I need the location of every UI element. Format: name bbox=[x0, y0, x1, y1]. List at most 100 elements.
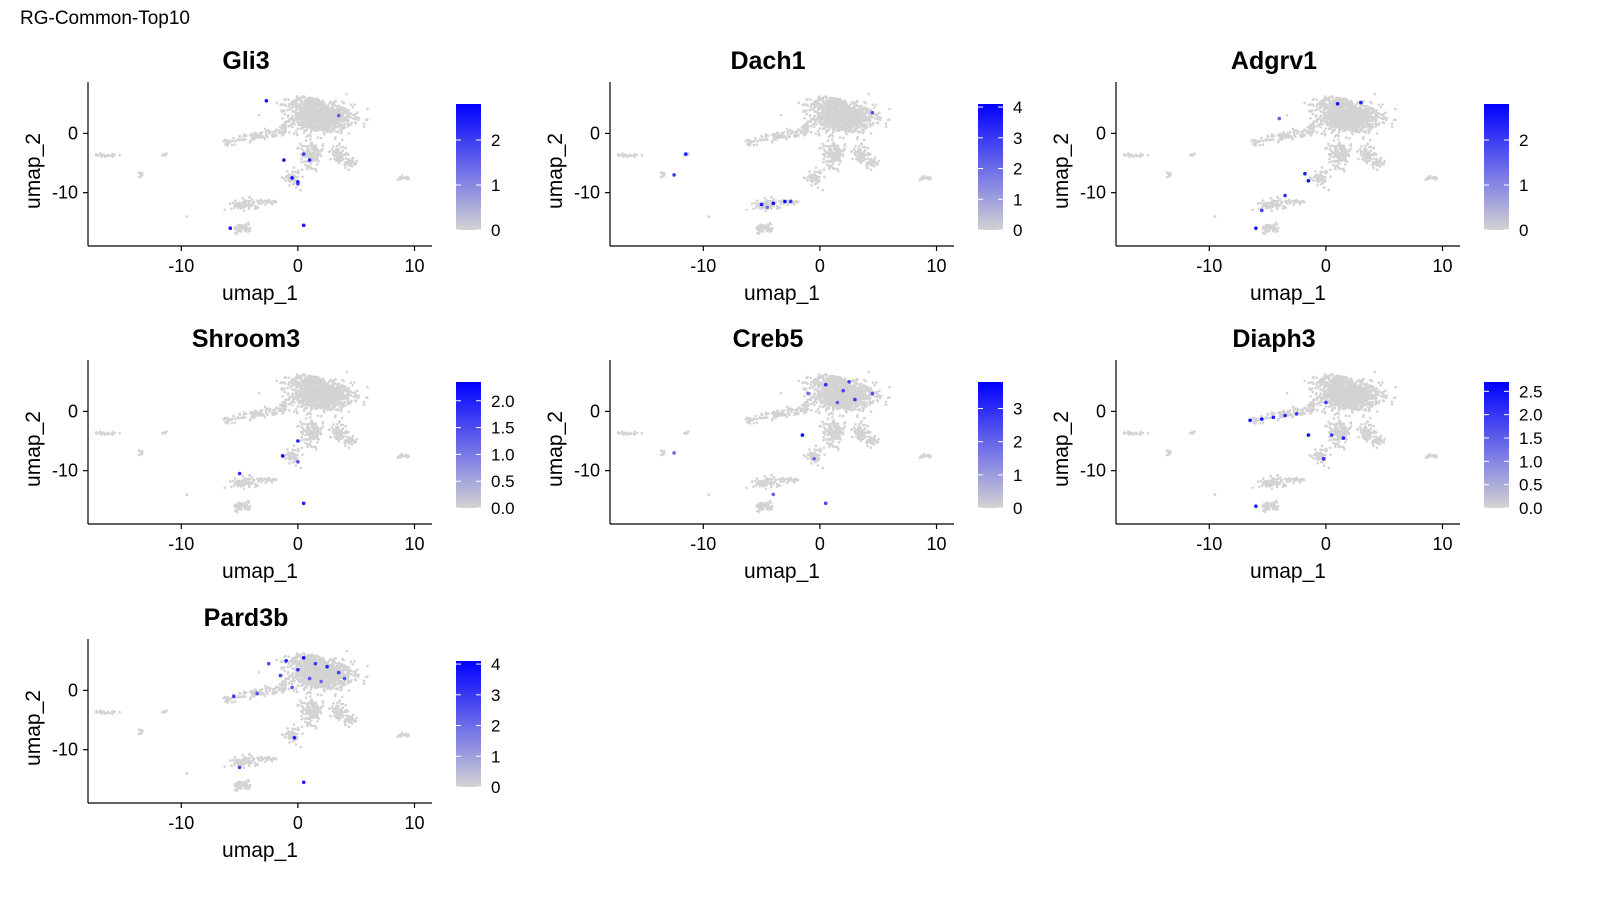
cell-point bbox=[869, 168, 873, 171]
cell-point bbox=[872, 121, 875, 125]
cell-point bbox=[811, 123, 815, 126]
cell-point bbox=[921, 177, 924, 181]
cell-point bbox=[104, 154, 107, 158]
cell-point bbox=[269, 201, 273, 204]
cell-point bbox=[795, 130, 798, 134]
cell-point bbox=[242, 133, 246, 136]
cell-point bbox=[1382, 117, 1385, 121]
y-tick-label: 0 bbox=[590, 123, 600, 143]
cell-point bbox=[748, 143, 752, 146]
cell-point bbox=[1338, 104, 1341, 108]
cell-point bbox=[1266, 135, 1270, 138]
cell-point bbox=[273, 130, 276, 134]
cell-point bbox=[328, 130, 331, 133]
cell-point bbox=[1322, 130, 1326, 133]
cell-point bbox=[280, 129, 283, 132]
cell-point bbox=[1364, 149, 1368, 153]
cell-point bbox=[310, 104, 313, 108]
cell-point bbox=[342, 101, 346, 105]
cell-point bbox=[818, 97, 821, 100]
cell-point bbox=[1356, 150, 1359, 153]
cell-point bbox=[824, 124, 827, 128]
cell-point bbox=[838, 124, 841, 128]
cell-point bbox=[1319, 100, 1323, 103]
cell-point bbox=[1362, 136, 1365, 139]
cell-point bbox=[313, 97, 317, 101]
cell-point bbox=[1339, 116, 1343, 120]
cell-point bbox=[829, 133, 832, 137]
cell-point bbox=[1349, 147, 1353, 150]
cell-point bbox=[1383, 159, 1386, 163]
cell-point bbox=[856, 136, 859, 139]
cell-point bbox=[820, 121, 824, 124]
cell-point bbox=[323, 132, 326, 136]
cell-point bbox=[1328, 119, 1332, 122]
cell-point bbox=[1360, 154, 1364, 158]
cell-point bbox=[230, 207, 233, 210]
cell-point bbox=[330, 148, 334, 151]
cell-point bbox=[760, 227, 763, 230]
cell-point bbox=[812, 106, 816, 110]
cell-point bbox=[760, 135, 764, 138]
cell-point bbox=[1363, 144, 1367, 148]
cell-point bbox=[329, 157, 332, 161]
cell-point bbox=[873, 156, 877, 160]
cell-point bbox=[353, 112, 357, 116]
cell-point bbox=[828, 152, 831, 155]
cell-point bbox=[1369, 115, 1373, 119]
y-axis-label: umap_2 bbox=[22, 133, 45, 209]
cell-point bbox=[857, 117, 861, 121]
cell-point bbox=[281, 134, 284, 137]
cell-point bbox=[340, 106, 344, 109]
cell-point bbox=[323, 127, 326, 130]
cell-point bbox=[816, 104, 819, 107]
cell-point bbox=[287, 173, 291, 176]
cell-point bbox=[310, 141, 314, 144]
cell-point bbox=[280, 110, 284, 113]
cell-point bbox=[1328, 147, 1332, 151]
cell-point bbox=[339, 128, 343, 132]
cell-point bbox=[244, 223, 248, 227]
cell-point bbox=[1314, 108, 1317, 112]
cell-point bbox=[309, 98, 313, 101]
cell-point bbox=[817, 132, 821, 136]
cell-point bbox=[819, 146, 823, 150]
cell-point bbox=[295, 106, 298, 110]
cell-point bbox=[1353, 105, 1356, 109]
cell-point bbox=[247, 223, 251, 226]
cell-point bbox=[813, 173, 817, 177]
cell-point bbox=[308, 150, 312, 153]
cell-point bbox=[1264, 138, 1267, 142]
expression-points-dach1 bbox=[672, 110, 875, 210]
cell-point bbox=[343, 164, 347, 167]
cell-point bbox=[286, 170, 289, 173]
cell-point bbox=[1343, 163, 1347, 166]
cell-point bbox=[835, 117, 839, 120]
cell-point bbox=[330, 124, 333, 127]
cell-point bbox=[1309, 117, 1312, 120]
cell-point bbox=[338, 116, 342, 120]
cell-point bbox=[827, 115, 831, 119]
cell-point bbox=[1308, 110, 1312, 113]
cell-point bbox=[879, 116, 883, 120]
cell-point bbox=[1276, 140, 1280, 144]
cell-point bbox=[767, 228, 770, 231]
cell-point bbox=[829, 108, 832, 112]
cell-point bbox=[860, 142, 863, 145]
cell-point bbox=[1341, 149, 1345, 152]
cell-point bbox=[837, 98, 841, 102]
cell-point bbox=[1367, 128, 1371, 132]
cell-point bbox=[336, 122, 340, 125]
cell-point bbox=[803, 117, 806, 120]
cell-point bbox=[313, 152, 316, 156]
cell-point bbox=[876, 117, 879, 121]
cell-point bbox=[271, 201, 275, 204]
cell-point bbox=[1340, 102, 1343, 105]
cell-point bbox=[884, 125, 888, 128]
cell-point bbox=[339, 131, 343, 135]
cell-point bbox=[108, 154, 111, 158]
cell-point bbox=[1374, 118, 1378, 121]
cell-point bbox=[1318, 117, 1322, 121]
cell-point bbox=[260, 135, 264, 139]
cell-point bbox=[304, 155, 307, 159]
